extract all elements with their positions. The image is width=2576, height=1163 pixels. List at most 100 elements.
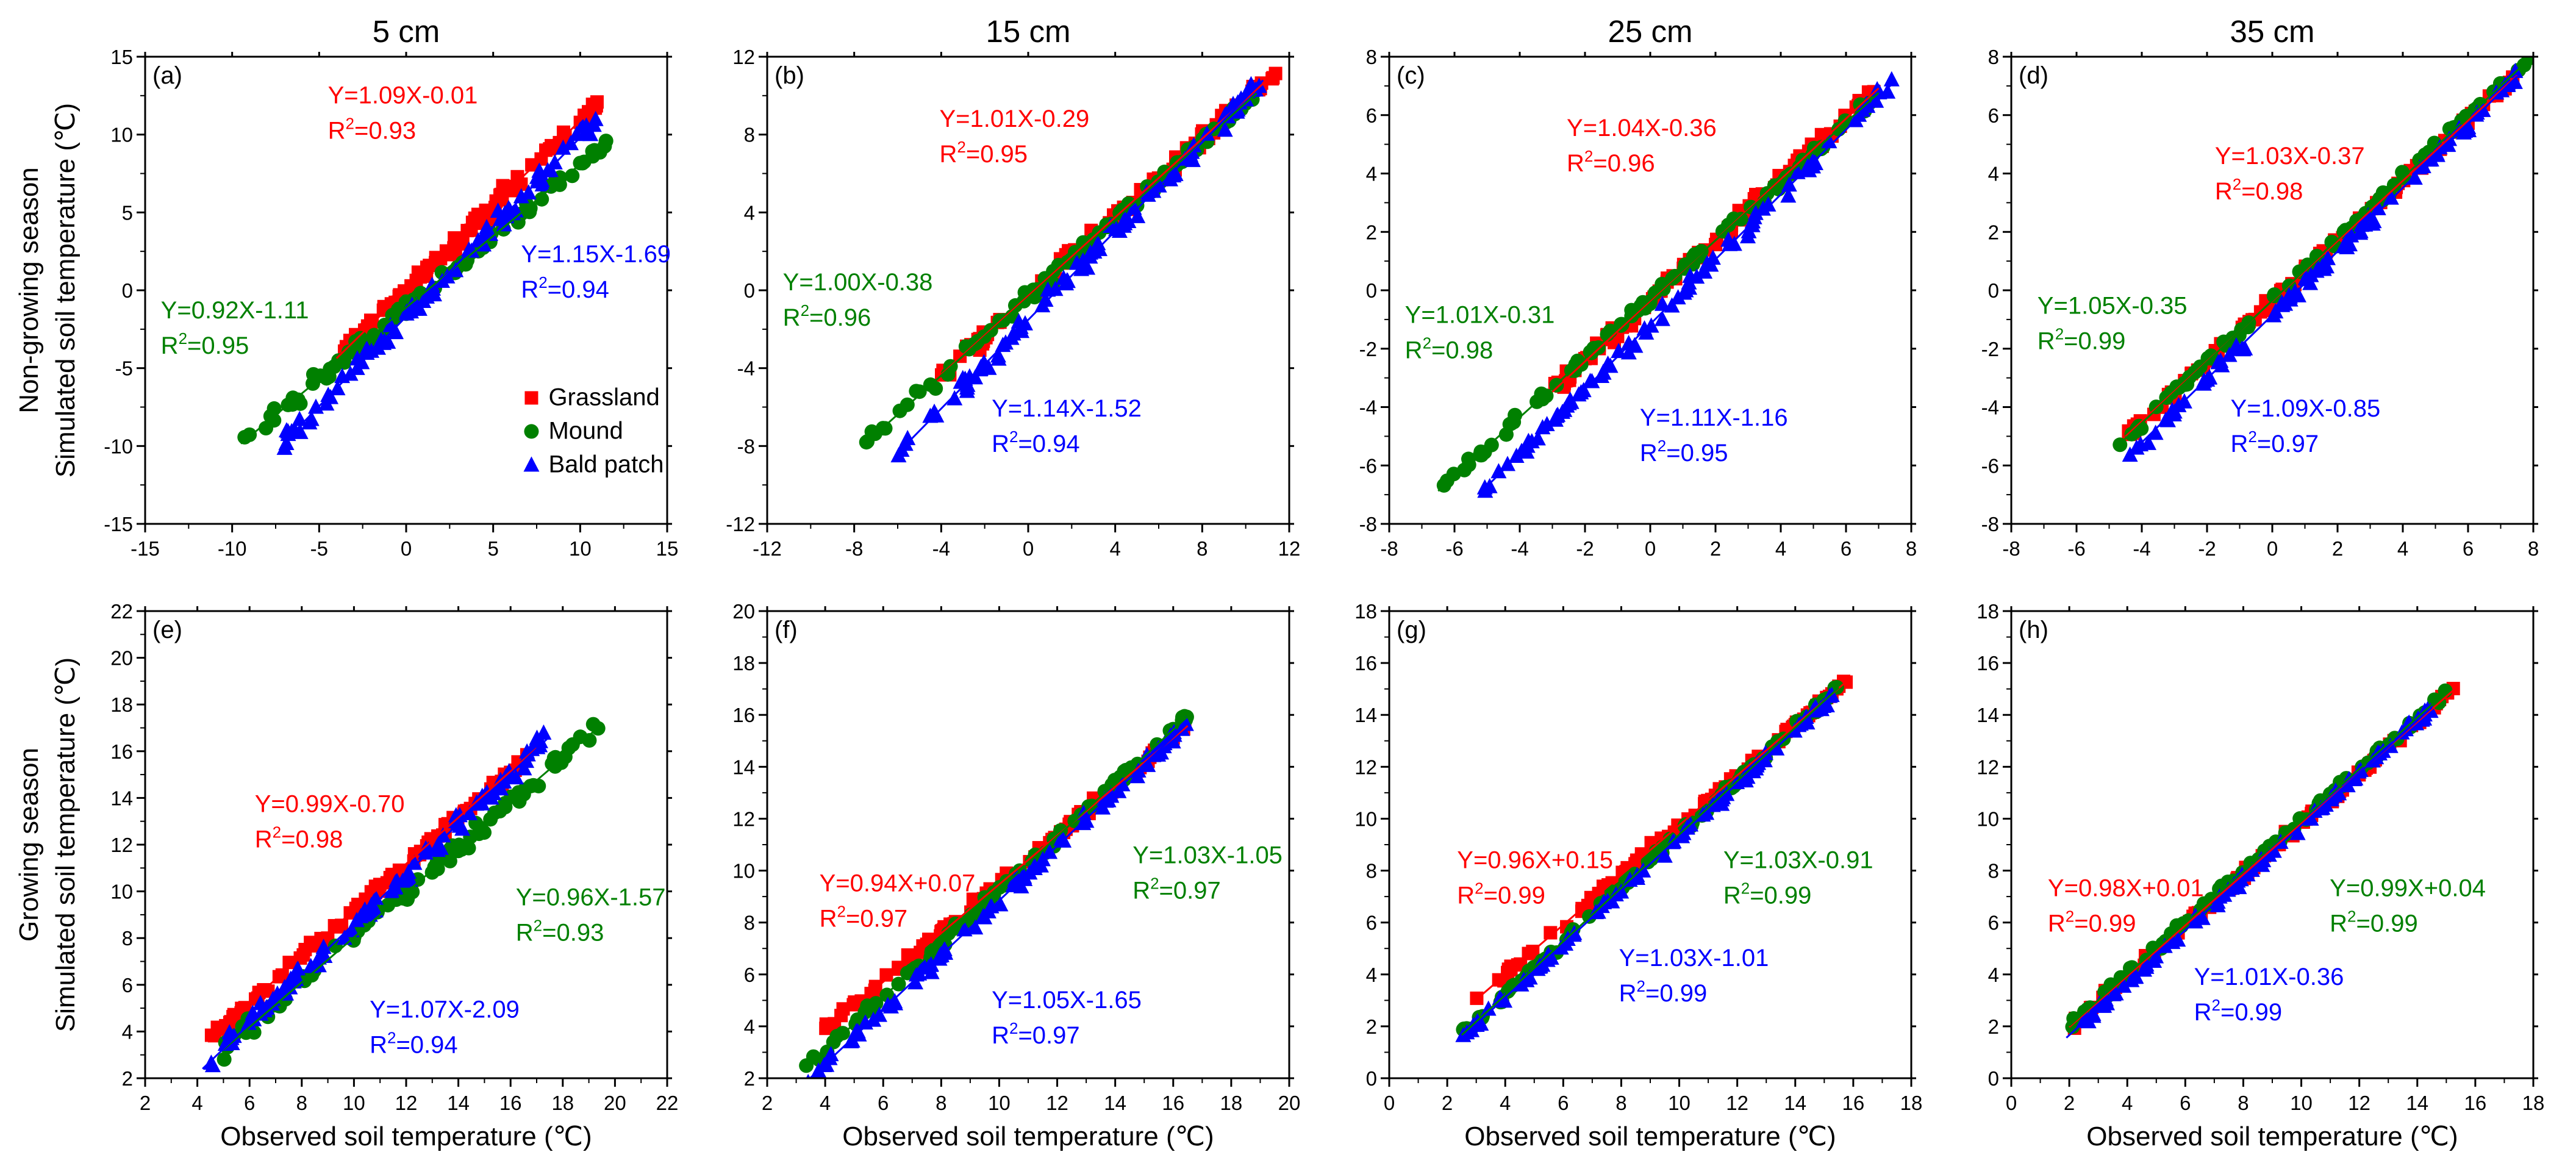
x-tick-label: -8 [845, 537, 863, 560]
data-point [1800, 158, 1816, 174]
x-tick-label: 4 [2122, 1092, 2133, 1114]
data-point [2500, 74, 2516, 90]
row-label-group: Non-growing season Simulated soil tempera… [14, 103, 80, 478]
data-point [2136, 961, 2153, 977]
equation-mound: Y=0.96X-1.57 R2=0.93 [516, 884, 666, 947]
data-point [589, 101, 603, 115]
data-point [298, 943, 312, 957]
panel-b: -12 -8 -4 0 4 8 12 -12 -8 -4 0 4 8 12 (b) 15 cm Y=1.01X-… [726, 14, 1300, 560]
y-tick-label: -4 [1981, 396, 1999, 419]
y-tick-label: 6 [1988, 104, 1999, 127]
y-tick-label: 4 [1366, 964, 1377, 986]
y-tick-label: 16 [110, 740, 133, 763]
data-point [1539, 415, 1555, 431]
panel-c: -8 -6 -4 -2 0 2 4 6 8 -8 -6 -4 -2 0 2 4 6 8 (c) 25 cm Y=1.04… [1359, 14, 1917, 560]
panel-tag: (c) [1397, 62, 1425, 89]
data-point [1582, 373, 1598, 388]
data-point [278, 985, 295, 1001]
data-point [1129, 768, 1145, 784]
data-point [1821, 133, 1837, 149]
r2-text: R2=0.96 [1567, 147, 1655, 177]
y-axis-label: Simulated soil temperature (℃) [51, 657, 80, 1032]
y-tick-label: 12 [110, 834, 133, 856]
x-tick-label: 8 [296, 1092, 307, 1114]
x-tick-label: 8 [1197, 537, 1208, 560]
axes: -8 -6 -4 -2 0 2 4 6 8 -8 -6 -4 -2 0 2 4 6 8 [1981, 46, 2539, 560]
r2-text: R2=0.93 [516, 917, 604, 947]
y-tick-label: 6 [1366, 104, 1377, 127]
equation-text: Y=1.03X-1.05 [1132, 842, 1283, 869]
data-point [507, 184, 521, 198]
data-point [2352, 224, 2369, 240]
legend-marker [523, 456, 540, 472]
regression-line-bald-patch [202, 735, 551, 1070]
equation-bald-patch: Y=1.07X-2.09 R2=0.94 [370, 996, 520, 1058]
data-point [490, 202, 506, 218]
equation-grassland: Y=1.01X-0.29 R2=0.95 [939, 106, 1089, 168]
r2-text: R2=0.98 [255, 823, 343, 853]
y-tick-label: 4 [744, 201, 755, 224]
x-tick-label: 8 [1906, 537, 1917, 560]
regression-line-mound [2118, 57, 2533, 446]
data-point [516, 760, 532, 776]
r2-text: R2=0.99 [2194, 996, 2283, 1026]
x-tick-label: 12 [2348, 1092, 2370, 1114]
data-point [323, 388, 339, 404]
equation-bald-patch: Y=1.09X-0.85 R2=0.97 [2231, 395, 2381, 457]
x-tick-label: 6 [244, 1092, 255, 1114]
equation-text: Y=1.05X-0.35 [2038, 292, 2188, 319]
x-tick-label: 16 [2464, 1092, 2487, 1114]
x-tick-label: 18 [551, 1092, 574, 1114]
column-title: 25 cm [1608, 14, 1693, 49]
data-point [1481, 478, 1498, 493]
regression-lines [240, 103, 607, 445]
data-point [282, 956, 296, 970]
x-tick-label: -5 [310, 537, 328, 560]
data-point [380, 333, 396, 349]
data-point [1165, 733, 1181, 749]
data-point [2164, 402, 2180, 418]
legend-label: Bald patch [548, 451, 664, 478]
data-point [237, 429, 252, 445]
regression-line-grassland [825, 725, 1189, 1032]
x-tick-label: 2 [140, 1092, 151, 1114]
data-point [1636, 320, 1653, 335]
data-point [1781, 176, 1797, 192]
data-point [1461, 457, 1476, 473]
axes: 0 2 4 6 8 10 12 14 16 18 0 2 4 6 8 10 12 14 16 18 [1977, 600, 2544, 1114]
data-point [301, 414, 318, 430]
equation-grassland: Y=0.98X+0.01 R2=0.99 [2048, 875, 2204, 937]
y-tick-label: 6 [122, 974, 133, 997]
equation-text: Y=0.94X+0.07 [820, 870, 976, 897]
data-point [285, 397, 300, 412]
data-point [1079, 259, 1096, 275]
data-point [435, 827, 451, 843]
data-point [2366, 213, 2382, 229]
x-tick-label: -2 [1576, 537, 1594, 560]
data-point [2383, 189, 2399, 205]
data-point [799, 1058, 814, 1073]
data-point [2156, 937, 2173, 953]
y-tick-label: -6 [1981, 454, 1999, 477]
x-tick-label: 10 [343, 1092, 365, 1114]
y-tick-label: 20 [110, 647, 133, 670]
y-tick-label: 20 [732, 600, 755, 623]
x-tick-label: 10 [988, 1092, 1011, 1114]
x-tick-label: -4 [1511, 537, 1528, 560]
data-point [1115, 217, 1132, 233]
data-point [292, 423, 309, 439]
data-point [2303, 810, 2319, 826]
y-tick-label: -8 [1981, 513, 1999, 535]
data-point [990, 347, 1006, 363]
y-tick-label: 0 [1988, 1067, 1999, 1090]
regression-line-bald-patch [1461, 695, 1834, 1039]
equation-grassland: Y=0.96X+0.15 R2=0.99 [1457, 846, 1613, 909]
equation-grassland: Y=0.99X-0.70 R2=0.98 [255, 790, 405, 853]
panel-a: -15 -10 -5 0 5 10 15 -15 -10 -5 0 5 10 15 (a) 5 cm Y=1.0… [104, 14, 678, 560]
data-point [887, 993, 903, 1009]
equation-text: Y=1.04X-0.36 [1567, 115, 1717, 141]
x-tick-label: -4 [932, 537, 950, 560]
regression-line-bald-patch [2125, 76, 2518, 459]
data-point [879, 968, 893, 982]
x-tick-label: 10 [2290, 1092, 2313, 1114]
